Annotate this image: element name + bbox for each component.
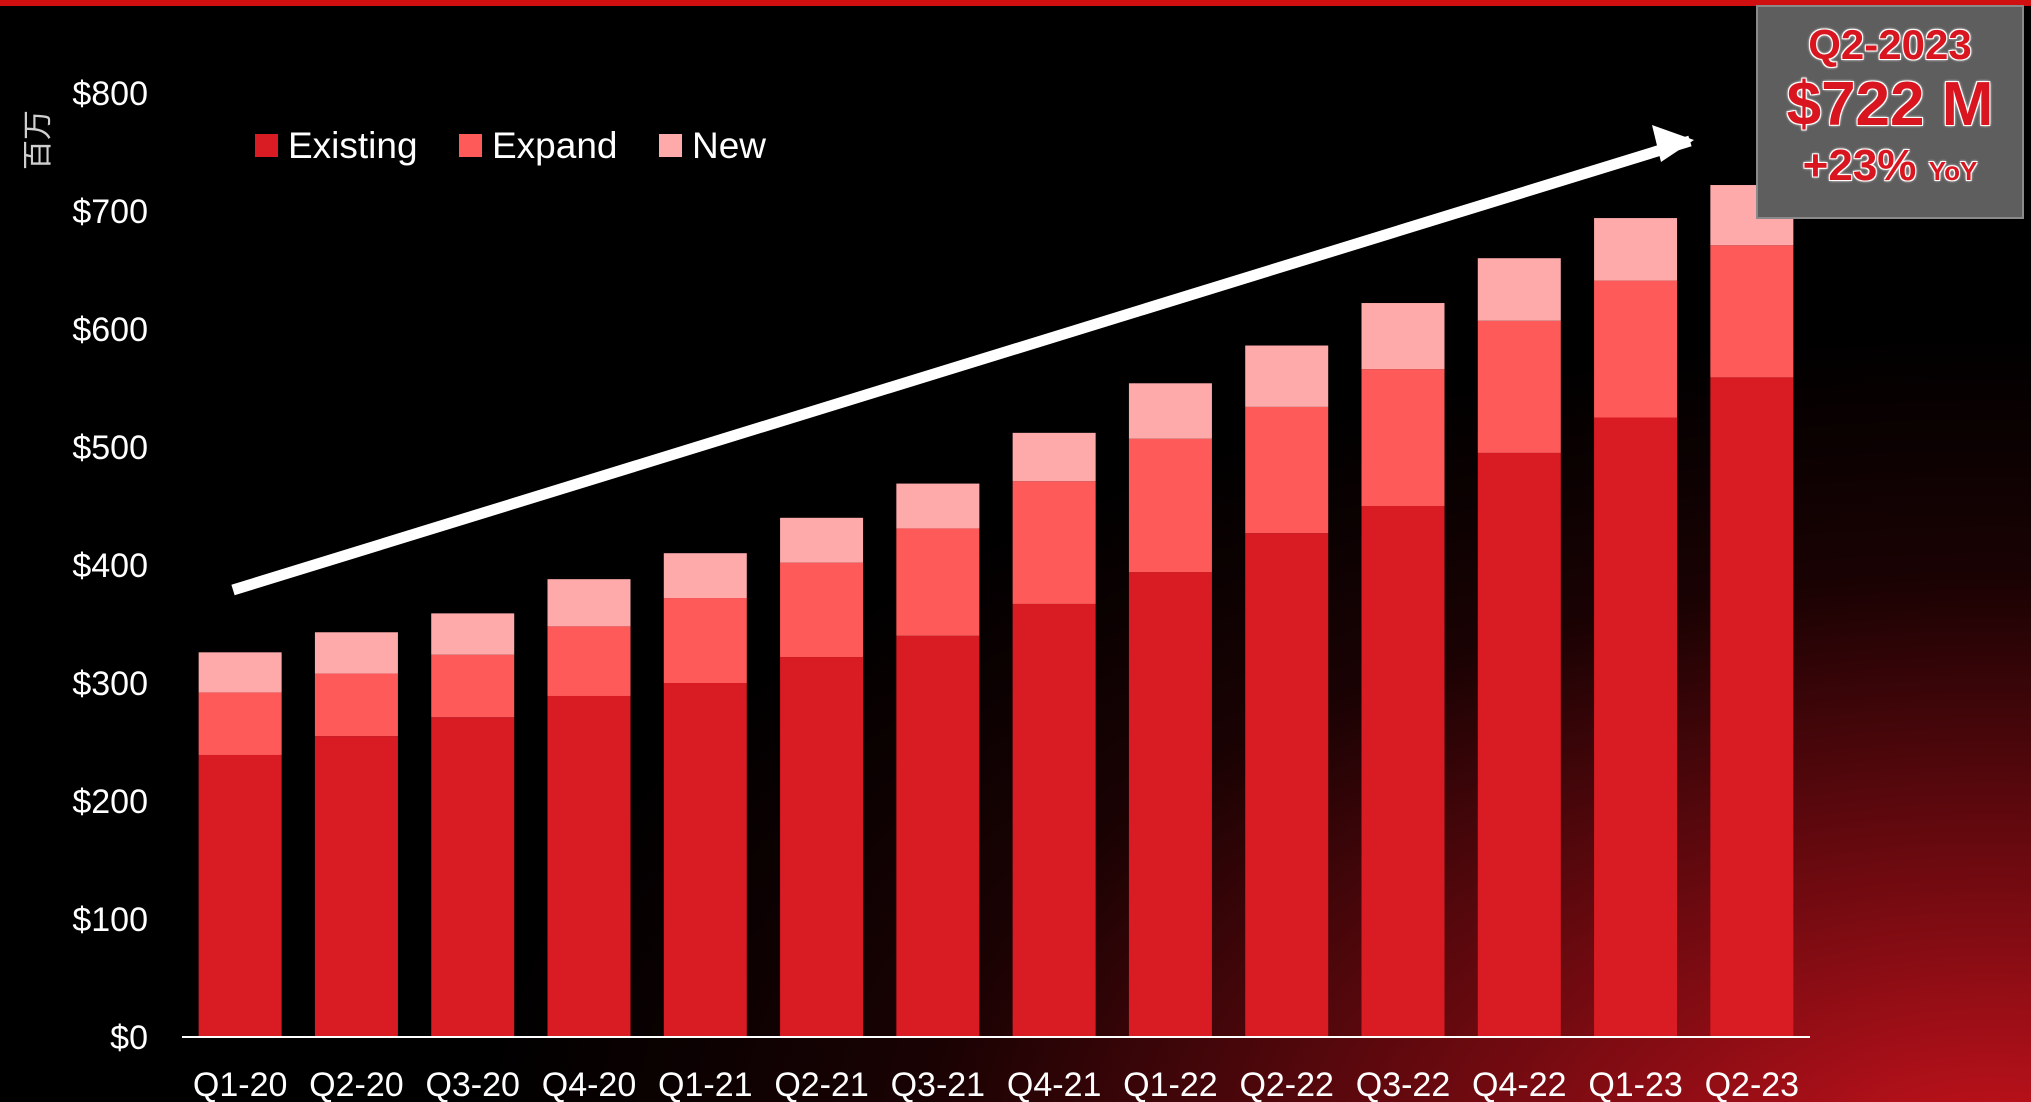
x-tick-label: Q1-21 (658, 1066, 753, 1102)
bar-segment-existing (1477, 452, 1561, 1037)
bar-segment-existing (896, 635, 980, 1037)
legend-label-expand: Expand (492, 125, 618, 166)
x-tick-label: Q2-21 (774, 1066, 869, 1102)
bars (198, 185, 1794, 1037)
bar-segment-existing (314, 736, 398, 1037)
bar-segment-new (1245, 345, 1329, 407)
bar-segment-new (896, 483, 980, 529)
bar-segment-expand (1594, 280, 1678, 418)
y-tick-label: $500 (72, 429, 148, 467)
x-axis-labels: Q1-20 Q2-20 Q3-20 Q4-20 Q1-21 Q2-21 Q3-21 Q4-21… (193, 1066, 1799, 1102)
x-tick-label: Q2-23 (1705, 1066, 1800, 1102)
y-tick-label: $600 (72, 311, 148, 349)
bar-segment-expand (1710, 245, 1794, 378)
bar-segment-expand (896, 528, 980, 636)
bar-segment-new (663, 553, 747, 599)
x-tick-label: Q3-21 (891, 1066, 986, 1102)
x-tick-label: Q3-20 (425, 1066, 520, 1102)
bar-segment-new (1128, 383, 1212, 439)
x-tick-label: Q4-22 (1472, 1066, 1567, 1102)
bar-segment-new (198, 652, 282, 693)
bar-segment-expand (1477, 320, 1561, 453)
trend-arrow (231, 135, 1692, 596)
bar-segment-existing (1012, 603, 1096, 1037)
callout-growth-value: +23% (1802, 141, 1917, 190)
title-band (0, 0, 2031, 6)
y-tick-label: $800 (72, 75, 148, 113)
x-tick-label: Q4-21 (1007, 1066, 1102, 1102)
highlight-callout: Q2-2023 $722 M +23% YoY (1756, 5, 2024, 219)
bar-segment-expand (431, 654, 515, 718)
y-tick-label: $400 (72, 547, 148, 585)
x-tick-label: Q1-22 (1123, 1066, 1218, 1102)
bar-segment-expand (1361, 369, 1445, 506)
bar-segment-new (1012, 432, 1096, 482)
bar-segment-expand (1128, 438, 1212, 573)
y-tick-label: $0 (110, 1019, 148, 1057)
bar-segment-existing (663, 683, 747, 1037)
y-tick-label: $300 (72, 665, 148, 703)
legend-swatch-existing (255, 134, 278, 157)
bar-segment-new (314, 632, 398, 674)
bar-segment-expand (198, 692, 282, 755)
bar-segment-expand (780, 562, 864, 658)
y-tick-label: $700 (72, 193, 148, 231)
bar-segment-new (1361, 303, 1445, 370)
bar-segment-existing (1710, 377, 1794, 1037)
callout-growth: +23% YoY (1758, 141, 2022, 196)
y-tick-label: $100 (72, 901, 148, 939)
bar-segment-expand (663, 598, 747, 683)
bar-segment-existing (780, 657, 864, 1037)
bar-segment-expand (547, 626, 631, 696)
x-tick-label: Q2-22 (1239, 1066, 1334, 1102)
y-axis-label: 百万 (21, 110, 56, 170)
bar-segment-existing (1245, 533, 1329, 1037)
trend-arrow-head (1652, 125, 1694, 162)
bar-segment-existing (431, 717, 515, 1037)
bar-segment-new (1594, 218, 1678, 281)
bar-segment-existing (1594, 417, 1678, 1037)
bar-segment-new (780, 517, 864, 563)
bar-segment-new (431, 613, 515, 655)
x-tick-label: Q3-22 (1356, 1066, 1451, 1102)
x-tick-label: Q2-20 (309, 1066, 404, 1102)
callout-growth-suffix: YoY (1928, 156, 1978, 186)
legend-label-existing: Existing (288, 125, 418, 166)
callout-value: $722 M (1786, 70, 1994, 139)
y-tick-label: $200 (72, 783, 148, 821)
bar-segment-expand (1012, 481, 1096, 604)
x-tick-label: Q4-20 (542, 1066, 637, 1102)
legend-label-new: New (692, 125, 766, 166)
bar-segment-expand (1245, 406, 1329, 534)
legend: Existing Expand New (255, 125, 766, 166)
bar-segment-existing (1128, 572, 1212, 1037)
callout-period: Q2-2023 (1808, 21, 1972, 68)
bar-segment-new (1477, 258, 1561, 321)
legend-swatch-expand (459, 134, 482, 157)
x-tick-label: Q1-23 (1588, 1066, 1683, 1102)
x-tick-label: Q1-20 (193, 1066, 288, 1102)
bar-segment-existing (198, 754, 282, 1037)
bar-segment-existing (547, 695, 631, 1037)
y-axis-ticks: $0 $100 $200 $300 $400 $500 $600 $700 $800 (72, 75, 148, 1057)
bar-segment-existing (1361, 506, 1445, 1037)
bar-segment-new (547, 579, 631, 627)
legend-swatch-new (659, 134, 682, 157)
bar-segment-expand (314, 673, 398, 737)
